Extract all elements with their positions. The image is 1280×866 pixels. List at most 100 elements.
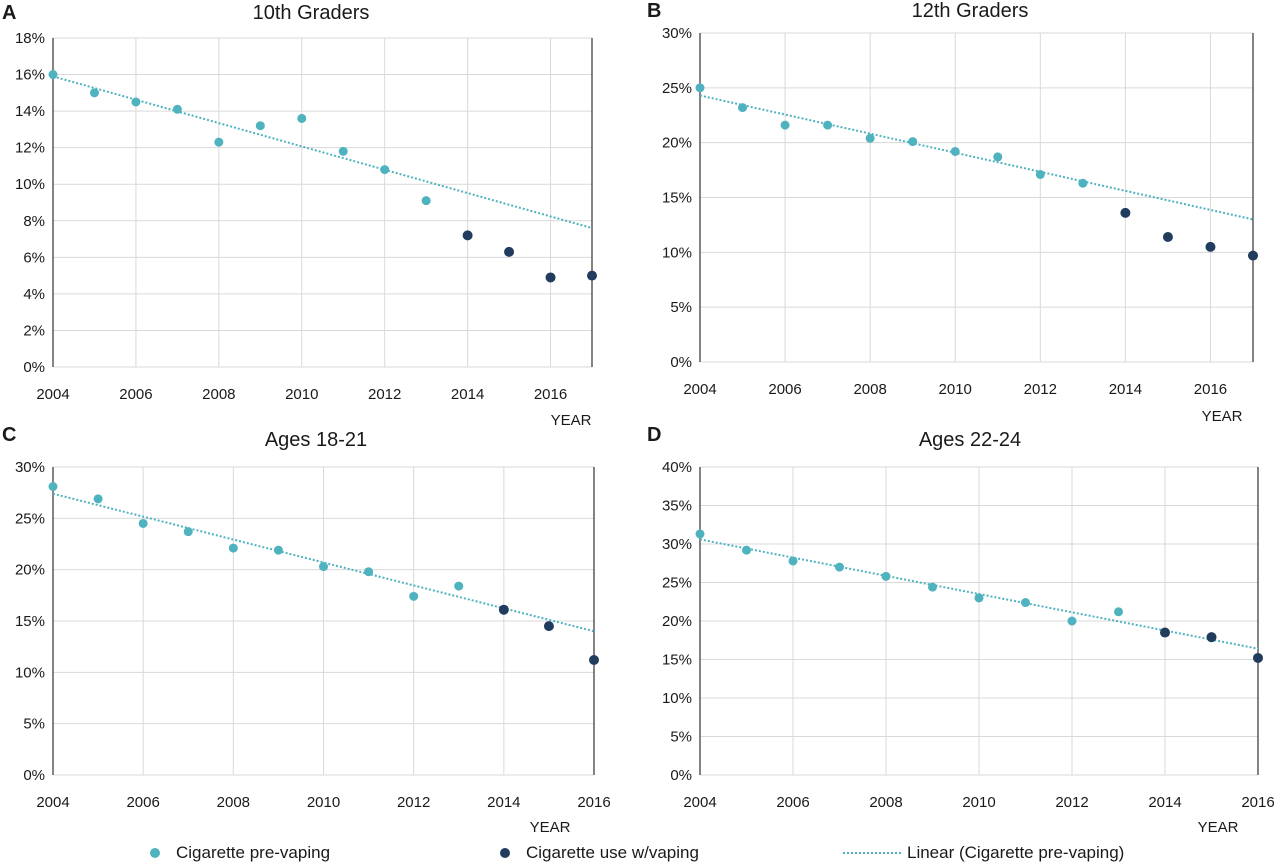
y-tick-label: 6% [23, 249, 45, 266]
y-tick-label: 15% [662, 652, 692, 669]
trendline [699, 94, 1254, 221]
y-tick-label: 4% [23, 286, 45, 303]
with-vaping-point [1253, 652, 1263, 663]
with-vaping-point [504, 246, 515, 257]
pre-vaping-point [380, 165, 390, 175]
pre-vaping-point [695, 529, 705, 539]
pre-vaping-point [454, 581, 464, 591]
legend-item-with-vaping: Cigarette use w/vaping [500, 840, 699, 866]
y-tick-label: 18% [15, 30, 45, 47]
pre-vaping-point [48, 482, 58, 492]
panel-letter: C [2, 424, 16, 446]
chart-title: Ages 22-24 [919, 429, 1021, 451]
y-tick-label: 0% [23, 359, 45, 376]
pre-vaping-point [214, 137, 224, 147]
y-tick-label: 14% [15, 103, 45, 120]
x-tick-label: 2012 [1055, 794, 1088, 811]
y-tick-label: 30% [15, 459, 45, 476]
x-tick-label: 2008 [869, 794, 902, 811]
x-tick-label: 2014 [487, 794, 520, 811]
y-tick-label: 35% [662, 498, 692, 515]
pre-vaping-point [738, 103, 748, 113]
pre-vaping-point [172, 104, 182, 114]
x-tick-label: 2004 [36, 794, 69, 811]
y-tick-label: 15% [662, 190, 692, 207]
x-axis-title: YEAR [1198, 819, 1239, 836]
pre-vaping-point [695, 83, 705, 93]
pre-vaping-point [835, 562, 844, 572]
legend-item-linear: Linear (Cigarette pre-vaping) [843, 840, 1124, 866]
x-tick-label: 2012 [1024, 381, 1057, 398]
pre-vaping-point [742, 545, 751, 555]
pre-vaping-point [409, 591, 419, 601]
x-tick-label: 2016 [1241, 794, 1274, 811]
legend-label-with-vaping: Cigarette use w/vaping [526, 843, 699, 862]
pre-vaping-point [1078, 178, 1088, 188]
chart-title: Ages 18-21 [265, 429, 367, 451]
with-vaping-point [498, 604, 509, 615]
with-vaping-point [1206, 632, 1217, 643]
y-tick-label: 0% [670, 767, 692, 784]
pre-vaping-point [974, 593, 984, 603]
x-tick-label: 2012 [397, 794, 430, 811]
pre-vaping-point [364, 567, 374, 577]
pre-vaping-point [138, 518, 148, 528]
legend-marker-with-vaping [500, 848, 510, 858]
pre-vaping-point [93, 494, 103, 504]
y-tick-label: 8% [23, 213, 45, 230]
with-vaping-point [1205, 241, 1216, 252]
y-tick-label: 30% [662, 25, 692, 42]
chart-legend: Cigarette pre-vaping Cigarette use w/vap… [0, 840, 1280, 866]
with-vaping-point [589, 655, 599, 666]
x-tick-label: 2006 [768, 381, 801, 398]
y-tick-label: 5% [670, 299, 692, 316]
pre-vaping-point [908, 137, 918, 147]
x-axis-title: YEAR [551, 412, 592, 429]
y-tick-label: 10% [15, 664, 45, 681]
chart-panel-d: D Ages 22-24 0% 5% 10% 15% 20% 25% 30% 35% 40% 2004… [647, 424, 1275, 836]
y-tick-label: 25% [662, 80, 692, 97]
y-tick-label: 20% [662, 135, 692, 152]
x-axis-title: YEAR [530, 819, 571, 836]
x-tick-label: 2010 [962, 794, 995, 811]
pre-vaping-point [928, 582, 937, 592]
pre-vaping-point [993, 152, 1003, 162]
y-tick-label: 25% [15, 510, 45, 527]
pre-vaping-point [183, 527, 193, 537]
x-tick-label: 2010 [307, 794, 340, 811]
pre-vaping-point [89, 88, 99, 98]
y-tick-label: 20% [662, 613, 692, 630]
with-vaping-point [462, 230, 473, 241]
y-tick-label: 10% [662, 690, 692, 707]
x-tick-label: 2006 [776, 794, 809, 811]
pre-vaping-point [297, 113, 307, 123]
legend-marker-pre-vaping [150, 848, 160, 858]
with-vaping-point [1248, 250, 1258, 261]
x-tick-label: 2006 [126, 794, 159, 811]
x-tick-label: 2012 [368, 386, 401, 403]
y-tick-label: 10% [15, 176, 45, 193]
pre-vaping-point [950, 146, 960, 156]
x-axis-title: YEAR [1202, 408, 1243, 425]
y-tick-label: 16% [15, 67, 45, 84]
with-vaping-point [543, 621, 554, 632]
chart-panel-c: C Ages 18-21 0% 5% 10% 15% 20% 25% 30% 2004 2006 20… [2, 424, 611, 836]
pre-vaping-point [788, 556, 798, 566]
x-tick-label: 2014 [1109, 381, 1142, 398]
pre-vaping-point [273, 545, 283, 555]
with-vaping-point [587, 270, 597, 281]
x-tick-label: 2008 [202, 386, 235, 403]
pre-vaping-point [338, 146, 348, 156]
pre-vaping-point [48, 70, 58, 80]
pre-vaping-point [1114, 607, 1123, 617]
x-tick-label: 2004 [36, 386, 69, 403]
pre-vaping-point [780, 120, 790, 130]
x-tick-label: 2016 [1194, 381, 1227, 398]
x-tick-label: 2014 [1148, 794, 1181, 811]
x-tick-label: 2004 [683, 794, 716, 811]
pre-vaping-point [865, 133, 875, 143]
x-tick-label: 2016 [577, 794, 610, 811]
pre-vaping-point [255, 121, 265, 131]
legend-label-pre-vaping: Cigarette pre-vaping [176, 843, 331, 862]
